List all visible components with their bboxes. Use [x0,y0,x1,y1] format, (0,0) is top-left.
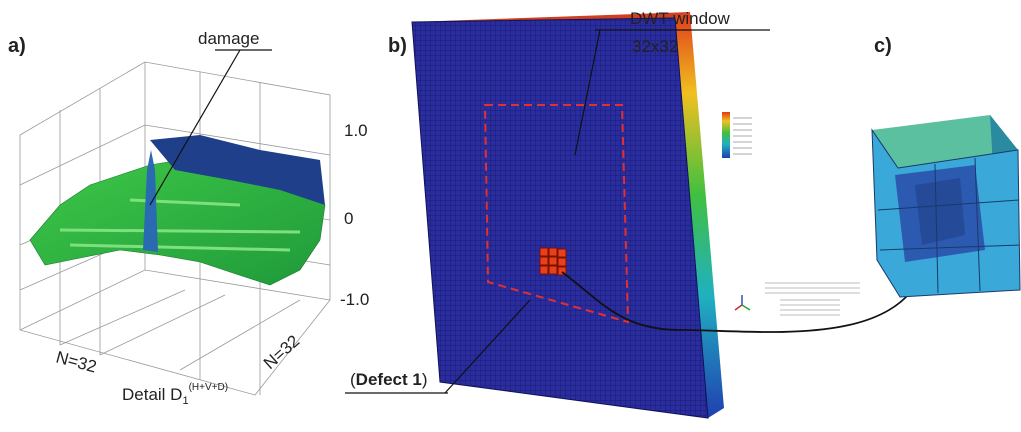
z-tick-label: 0 [344,209,353,228]
caption-superscript: (H+V+D) [189,382,228,393]
annotation: damage [198,29,259,48]
defect-name: Defect 1 [356,370,422,389]
defect-paren: ) [422,370,428,389]
panel-b: b) DWT window 32x32 (Defect 1) [345,9,925,418]
z-tick-label: -1.0 [340,290,369,309]
panel-c: c) [872,35,1020,297]
color-legend [722,112,752,158]
axis-label: N=32 [54,348,99,377]
panel-label: a) [8,35,26,57]
block-core [915,178,965,245]
annotation: DWT window [630,9,731,28]
annotation: (Defect 1) [350,370,427,389]
caption-subscript: 1 [182,395,188,407]
axis-triad [735,295,750,310]
caption: Detail D1(H+V+D) [122,382,228,407]
z-tick-label: 1.0 [344,121,368,140]
plate [412,18,708,418]
axis-label: N=32 [260,331,303,373]
panel-a: a) damage 1.0 0 -1.0 N=32 N=32 Detail D1… [8,29,369,407]
caption-text: Detail D [122,385,182,404]
info-text [765,283,860,315]
defect [540,248,566,275]
panel-label: c) [874,35,892,57]
annotation: 32x32 [632,37,678,56]
panel-label: b) [388,35,407,57]
figure: a) damage 1.0 0 -1.0 N=32 N=32 Detail D1… [0,0,1021,432]
